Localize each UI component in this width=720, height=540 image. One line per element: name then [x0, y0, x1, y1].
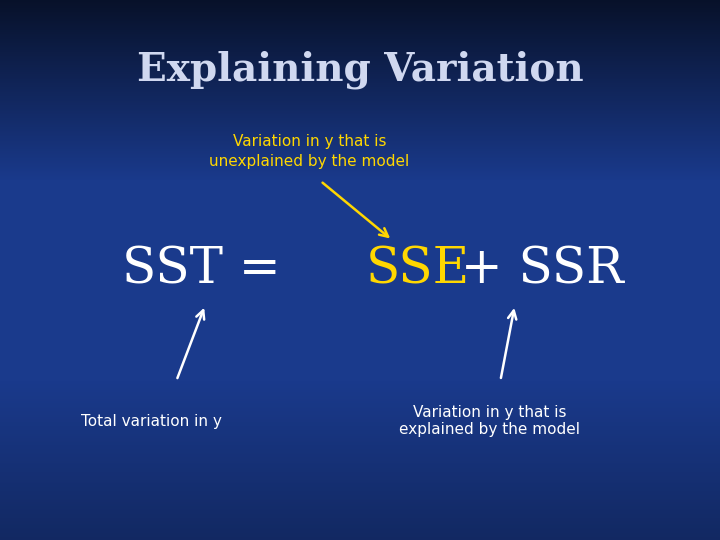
Text: Variation in y that is
explained by the model: Variation in y that is explained by the … [399, 405, 580, 437]
Text: SST =: SST = [122, 245, 297, 295]
Text: SSE: SSE [366, 245, 470, 295]
Text: + SSR: + SSR [445, 245, 624, 295]
Text: Explaining Variation: Explaining Variation [137, 51, 583, 90]
Text: Variation in y that is
unexplained by the model: Variation in y that is unexplained by th… [210, 134, 410, 168]
Text: Total variation in y: Total variation in y [81, 414, 222, 429]
